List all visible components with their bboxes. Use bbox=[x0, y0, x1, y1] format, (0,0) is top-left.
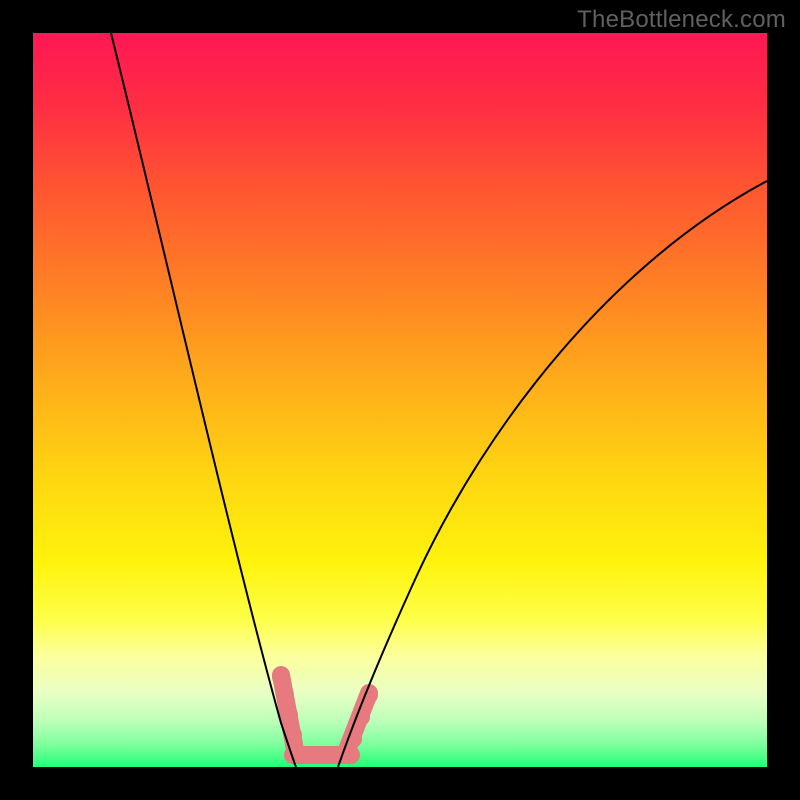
plot-area bbox=[33, 33, 767, 767]
watermark-text: TheBottleneck.com bbox=[577, 6, 786, 34]
gradient-background bbox=[33, 33, 767, 767]
